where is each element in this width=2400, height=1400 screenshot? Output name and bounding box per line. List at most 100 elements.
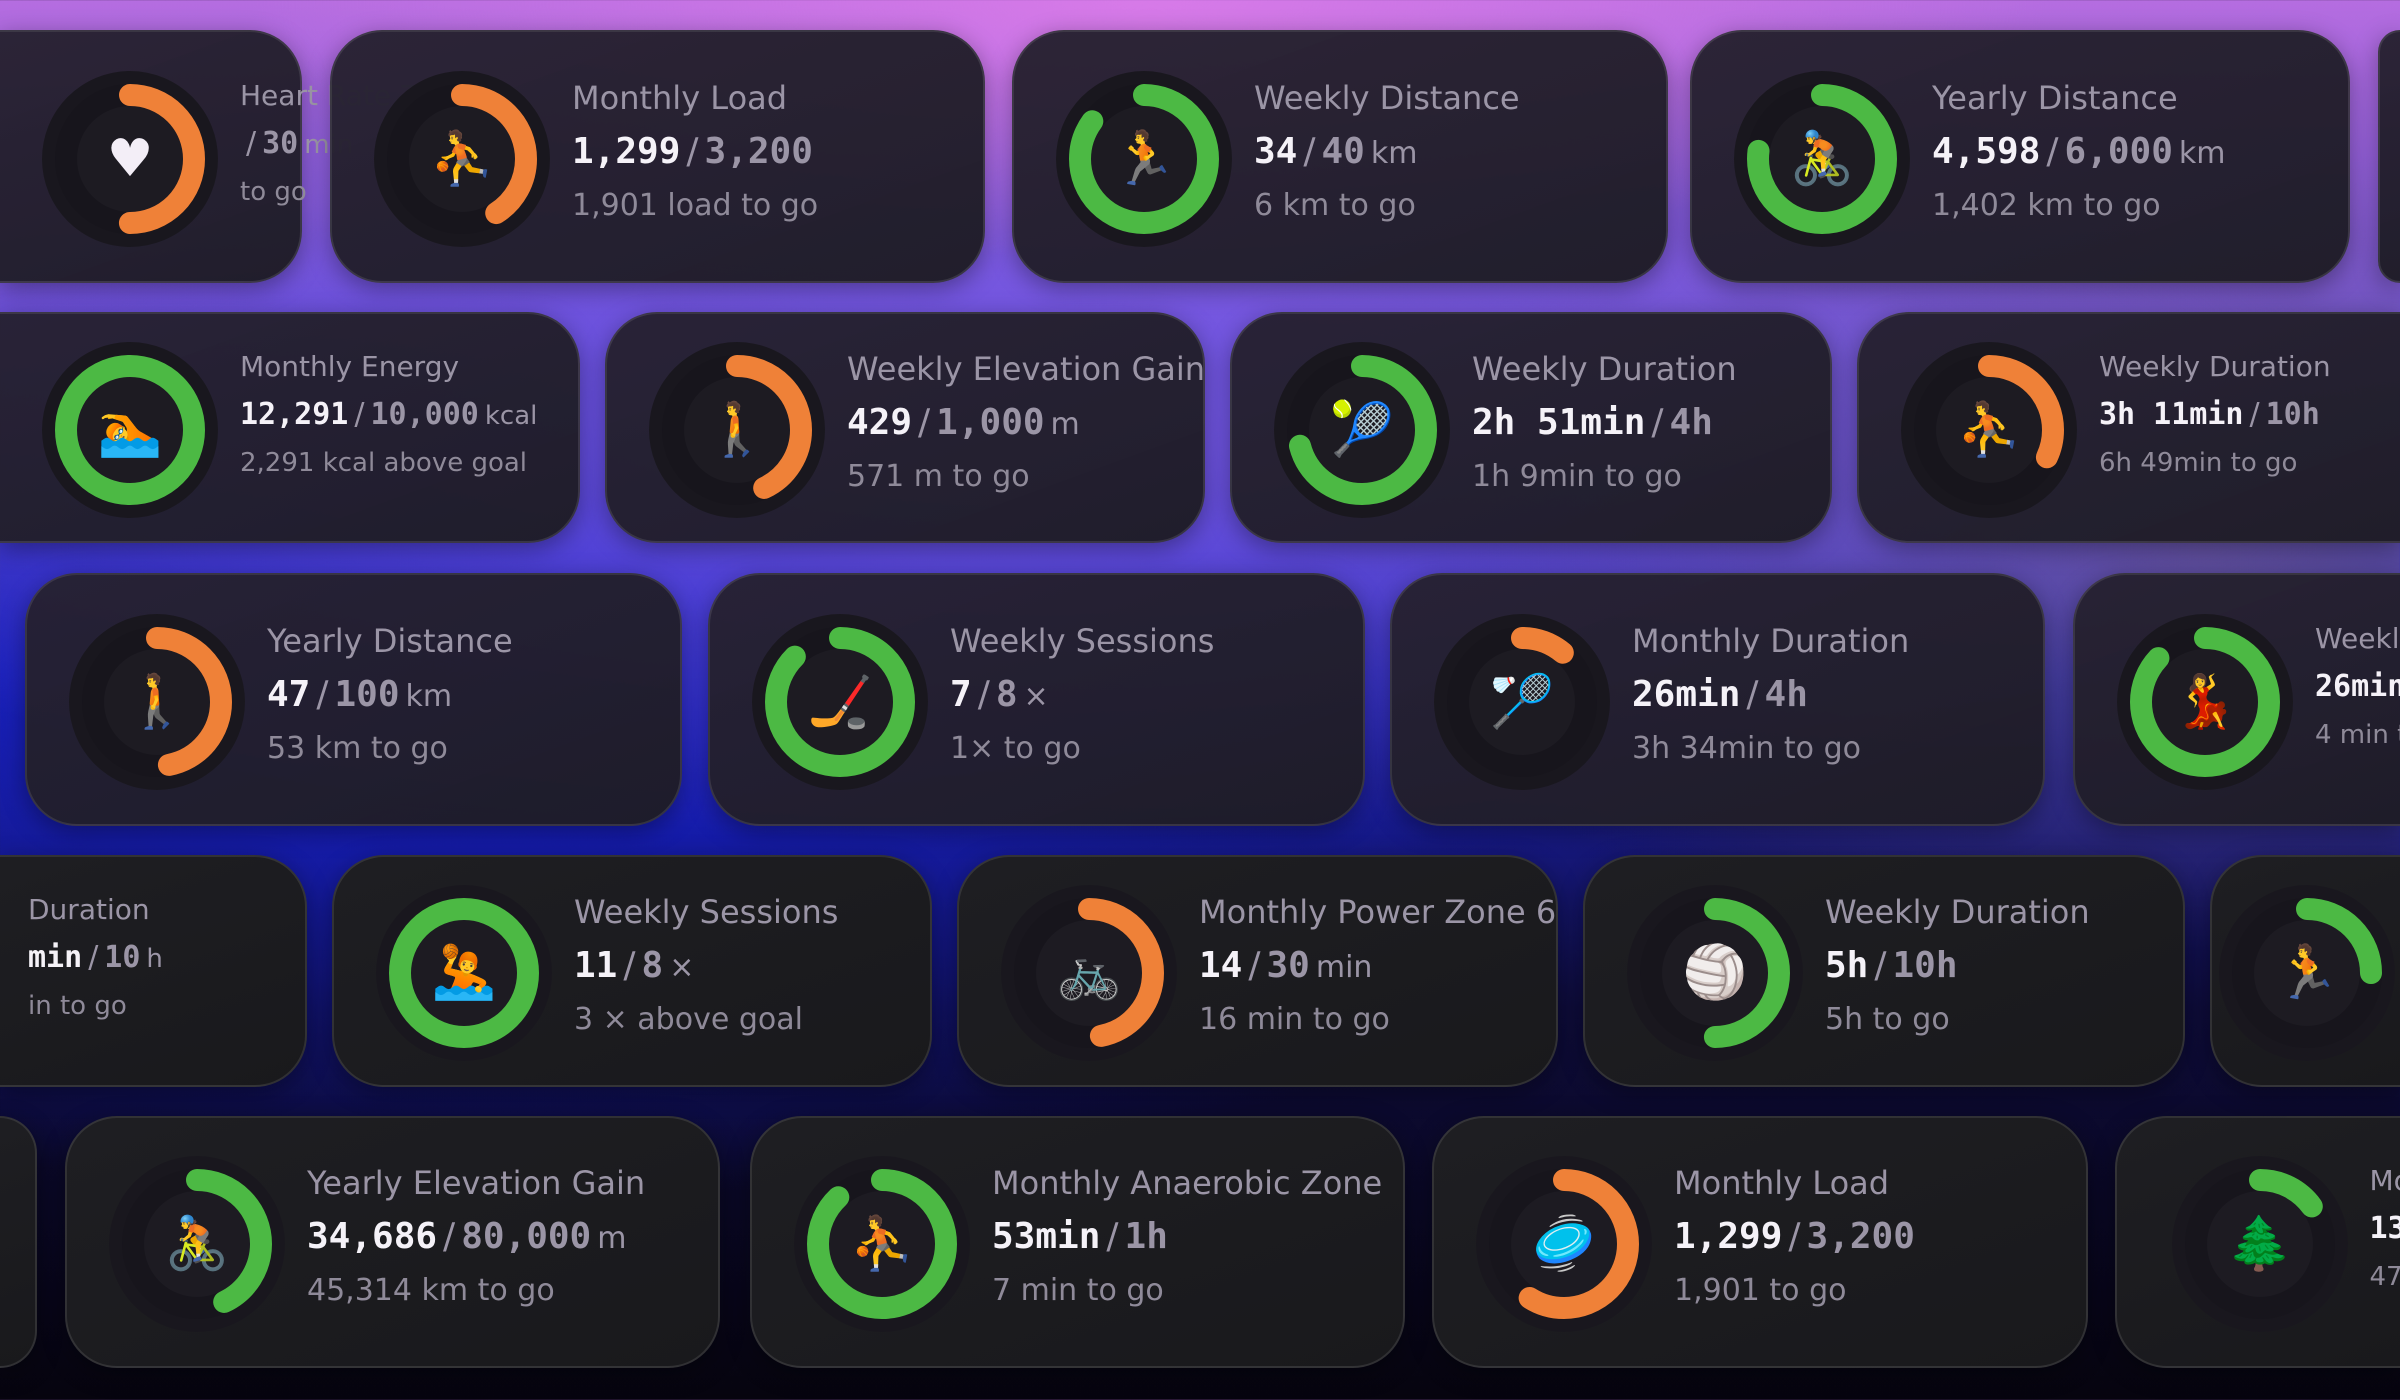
goal-title: Yearly Distance <box>267 621 513 660</box>
goal-card[interactable]: ⛹ Monthly Anaerobic Zone 53min/1h 7 min to … <box>750 1116 1405 1368</box>
swimming-icon: 🏊 <box>97 399 163 460</box>
current-value: 3h 11min <box>2099 396 2244 432</box>
goal-target: 6,000 <box>2064 130 2173 172</box>
goal-title: Yearly Distance <box>1932 78 2178 117</box>
goal-text: Monthly Anaerobic Zone 53min/1h 7 min to g… <box>992 1164 1382 1308</box>
goal-card[interactable]: 🚴 Yearly Distance 4,598/6,000 km 1,402 km to… <box>1690 30 2350 283</box>
goal-card[interactable]: 🚲 Monthly Power Zone 6 14/30 min 16 min to g… <box>957 855 1558 1087</box>
indoor-cycle-icon: 🚲 <box>1056 943 1122 1003</box>
goal-title: Weekly Sessions <box>574 893 839 931</box>
goal-card[interactable]: 🏊 Monthly Energy 12,291/10,000 kcal 2,291 kc… <box>0 312 580 543</box>
current-value: 26min <box>1632 673 1741 715</box>
progress-ring: 🎾 <box>1274 341 1450 518</box>
unit: × <box>1023 678 1049 714</box>
goal-value: 2h 51min/4h <box>1472 402 1737 443</box>
goal-target: 8 <box>995 673 1018 715</box>
goal-target: 4h <box>1764 673 1808 715</box>
goal-card[interactable]: 💃 Weekly 26min 4 min to <box>2073 573 2400 826</box>
goal-card[interactable]: 🥏 Monthly Load 1,299/3,200 1,901 to go <box>1432 1116 2088 1368</box>
progress-ring: 🏃 <box>2219 885 2395 1061</box>
goal-target: 1,000 <box>936 401 1045 443</box>
progress-ring-arc <box>1747 83 1897 234</box>
progress-ring: 🏒 <box>752 613 928 790</box>
goal-remaining: 7 min to go <box>992 1273 1164 1308</box>
progress-ring: 🏐 <box>1627 885 1803 1061</box>
goal-card[interactable]: ⛹ Monthly Load 1,299/3,200 1,901 load to go <box>330 30 985 283</box>
goal-card[interactable]: 🏃 Weekly Distance 34/40 km 6 km to go <box>1012 30 1668 283</box>
goal-card[interactable]: 🤽 Weekly Sessions 11/8 × 3 × above goal <box>332 855 932 1087</box>
progress-ring-arc <box>662 354 812 505</box>
current-value: 429 <box>847 401 913 443</box>
goal-text: Duration min/10 h in to go <box>28 893 163 1021</box>
goal-card[interactable] <box>2378 30 2400 283</box>
goal-target: 40 <box>1321 130 1365 172</box>
goal-card[interactable]: 🚶 Weekly Elevation Gain 429/1,000 m 571 m to… <box>605 312 1205 543</box>
goal-text: Weekly Duration 5h/10h 5h to go <box>1825 893 2090 1037</box>
progress-ring-arc <box>1014 898 1164 1048</box>
goal-remaining: in to go <box>28 991 127 1021</box>
goal-text: Weekly Duration 3h 11min/10h 6h 49min to g… <box>2099 350 2331 478</box>
goal-remaining: 47 m <box>2369 1262 2400 1292</box>
goal-remaining: to go <box>240 176 307 207</box>
goal-card[interactable] <box>0 1116 37 1368</box>
progress-ring: 🤽 <box>376 885 552 1061</box>
goal-title: Duration <box>28 893 150 926</box>
goal-text: Monthly Energy 12,291/10,000 kcal 2,291 kca… <box>240 350 537 478</box>
goal-card[interactable]: 🏒 Weekly Sessions 7/8 × 1× to go <box>708 573 1365 826</box>
progress-ring: ♥ <box>42 70 218 247</box>
goal-title: Monthly Anaerobic Zone <box>992 1164 1383 1202</box>
goal-text: Mont 13m 47 m <box>2370 1164 2400 1292</box>
goal-card[interactable]: 🌲 Mont 13m 47 m <box>2115 1116 2400 1368</box>
progress-ring-arc <box>2184 1169 2335 1319</box>
progress-ring: 🚴 <box>109 1156 285 1332</box>
goal-card[interactable]: ⛹ Weekly Duration 3h 11min/10h 6h 49min to … <box>1857 312 2400 543</box>
separator: / <box>2046 130 2059 172</box>
separator: / <box>316 673 329 715</box>
unit: km <box>2178 135 2226 171</box>
progress-ring-arc <box>122 1169 272 1319</box>
goal-remaining: 3 × above goal <box>574 1002 803 1037</box>
progress-ring: ⛹ <box>794 1156 970 1332</box>
goal-remaining: 4 min to <box>2315 719 2400 750</box>
current-value: 11 <box>574 945 618 986</box>
goal-value: 7/8 × <box>950 674 1214 715</box>
cycling-icon: 🚴 <box>164 1214 230 1274</box>
goal-title: Monthly Power Zone 6 <box>1199 893 1557 931</box>
current-value: 4,598 <box>1932 130 2041 172</box>
running-icon: 🏃 <box>1111 128 1177 189</box>
heart-icon: ♥ <box>106 128 154 189</box>
trail-running-icon: 🌲 <box>2227 1214 2292 1274</box>
goal-card[interactable]: Duration min/10 h in to go <box>0 855 307 1087</box>
triathlon-icon: ⛹ <box>429 128 495 189</box>
separator: / <box>1788 1216 1801 1257</box>
goal-remaining: 53 km to go <box>267 730 448 766</box>
goal-target: 4h <box>1669 401 1713 443</box>
goal-remaining: 16 min to go <box>1199 1002 1390 1037</box>
goal-card[interactable]: 🎾 Weekly Duration 2h 51min/4h 1h 9min to go <box>1230 312 1832 543</box>
goal-title: Weekly Duration <box>1825 893 2090 931</box>
goal-title: Monthly Load <box>572 78 788 117</box>
goal-card[interactable]: 🏐 Weekly Duration 5h/10h 5h to go <box>1583 855 2185 1087</box>
cycling-icon: 🚴 <box>1789 128 1855 189</box>
goal-remaining: 2,291 kcal above goal <box>240 447 528 478</box>
dance-icon: 💃 <box>2172 671 2238 732</box>
current-value: 12,291 <box>240 396 349 432</box>
separator: / <box>977 673 990 715</box>
frisbee-icon: 🥏 <box>1531 1214 1597 1274</box>
goal-card[interactable]: 🏸 Monthly Duration 26min/4h 3h 34min to go <box>1390 573 2045 826</box>
goal-card[interactable]: 🚶 Yearly Distance 47/100 km 53 km to go <box>25 573 682 826</box>
goal-value: 34/40 km <box>1254 131 1520 172</box>
goal-title: Weekly Duration <box>2099 349 2331 383</box>
goal-target: 10 <box>104 940 141 975</box>
separator: / <box>1746 673 1759 715</box>
goal-remaining: 5h to go <box>1825 1002 1950 1037</box>
goal-card[interactable]: 🏃 <box>2210 855 2400 1087</box>
goal-text: Weekly Sessions 11/8 × 3 × above goal <box>574 893 838 1037</box>
current-value: 26min <box>2315 668 2400 704</box>
unit: min <box>1315 950 1373 985</box>
progress-ring: 🏃 <box>1056 70 1232 247</box>
goal-title: Monthly Load <box>1674 1164 1890 1202</box>
goal-card[interactable]: 🚴 Yearly Elevation Gain 34,686/80,000 m 45,3… <box>65 1116 720 1368</box>
goal-title: Monthly Duration <box>1632 621 1910 660</box>
